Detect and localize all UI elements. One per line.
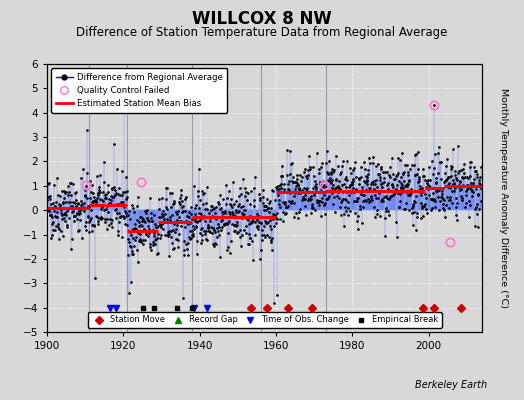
Text: WILLCOX 8 NW: WILLCOX 8 NW bbox=[192, 10, 332, 28]
Y-axis label: Monthly Temperature Anomaly Difference (°C): Monthly Temperature Anomaly Difference (… bbox=[499, 88, 508, 308]
Legend: Station Move, Record Gap, Time of Obs. Change, Empirical Break: Station Move, Record Gap, Time of Obs. C… bbox=[88, 312, 442, 328]
Text: Difference of Station Temperature Data from Regional Average: Difference of Station Temperature Data f… bbox=[77, 26, 447, 39]
Text: Berkeley Earth: Berkeley Earth bbox=[415, 380, 487, 390]
